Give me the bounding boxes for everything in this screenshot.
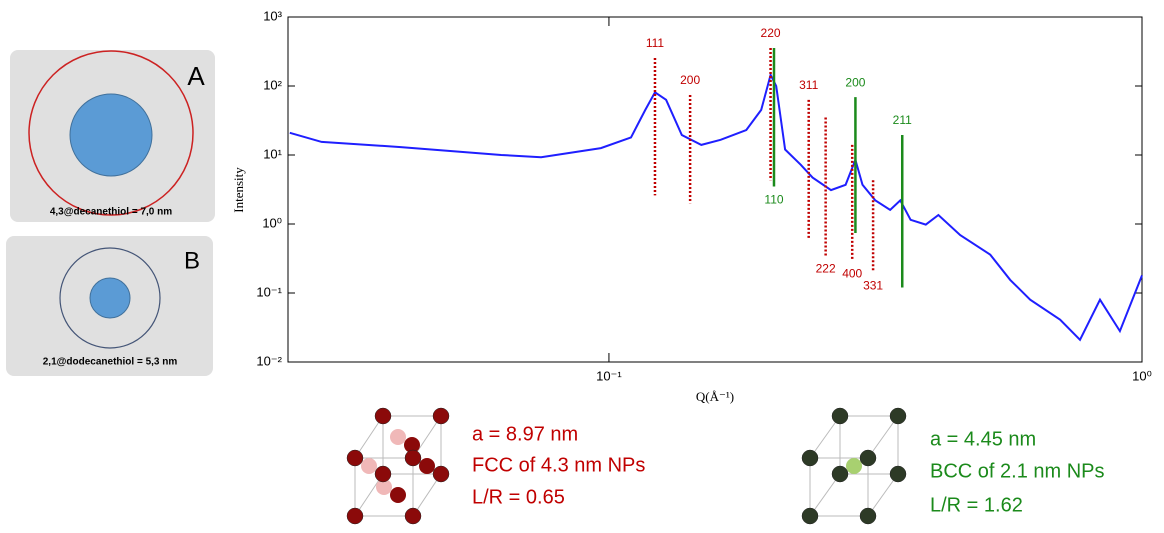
atom — [404, 449, 422, 467]
cube-edge — [412, 473, 442, 517]
reflection-label: 311 — [799, 78, 818, 92]
atom — [390, 429, 406, 445]
atom — [374, 465, 392, 483]
atom — [374, 407, 392, 425]
cube-edge — [867, 473, 899, 517]
y-tick-label: 10³ — [263, 8, 282, 23]
shell — [59, 247, 161, 349]
y-tick-label: 10⁻¹ — [256, 284, 282, 299]
lattice-text: BCC of 2.1 nm NPs — [930, 460, 1105, 482]
lattice-text: L/R = 0.65 — [472, 486, 565, 508]
atom — [859, 507, 877, 525]
atom — [846, 458, 862, 474]
cube-edge — [354, 415, 384, 459]
atom — [831, 465, 849, 483]
reflection-label: 110 — [764, 193, 783, 207]
core — [69, 93, 153, 177]
y-tick-label: 10⁻² — [256, 353, 282, 368]
x-tick-label: 10⁻¹ — [596, 368, 622, 383]
reflection-label: 211 — [893, 113, 912, 127]
y-axis-label: Intensity — [231, 167, 246, 213]
panel-caption: 2,1@dodecanethiol = 5,3 nm — [43, 357, 178, 368]
intensity-curve — [289, 72, 1143, 342]
cube-edge — [867, 415, 899, 459]
lattice-text: a = 4.45 nm — [930, 428, 1036, 450]
plot-frame — [287, 16, 1143, 363]
panel-caption: 4,3@decanethiol = 7,0 nm — [50, 207, 172, 218]
atom — [404, 507, 422, 525]
atom — [346, 449, 364, 467]
atom — [361, 458, 377, 474]
reflection-label: 220 — [761, 26, 781, 40]
atom — [859, 449, 877, 467]
cube-edge — [354, 473, 384, 517]
atom — [432, 465, 450, 483]
atom — [419, 458, 435, 474]
atom — [831, 407, 849, 425]
lattice-drawings — [346, 407, 907, 525]
atom — [432, 407, 450, 425]
reflection-label: 400 — [842, 266, 862, 280]
lattice-text: L/R = 1.62 — [930, 494, 1023, 516]
y-tick-label: 10⁰ — [262, 215, 282, 230]
cube-edge — [412, 415, 442, 459]
y-tick-label: 10² — [263, 77, 282, 92]
reflection-label: 331 — [863, 278, 883, 292]
atom — [390, 487, 406, 503]
shell — [28, 50, 194, 216]
atom — [889, 465, 907, 483]
reflection-label: 222 — [816, 262, 836, 276]
lattice-text: a = 8.97 nm — [472, 423, 578, 445]
atom — [801, 449, 819, 467]
reflection-label: 111 — [646, 36, 665, 50]
atom — [404, 437, 420, 453]
panel-letter: A — [187, 61, 205, 91]
y-tick-label: 10¹ — [263, 146, 282, 161]
atom — [376, 479, 392, 495]
reflection-label: 200 — [680, 73, 700, 87]
core — [89, 277, 131, 319]
atom — [889, 407, 907, 425]
lattice-text: FCC of 4.3 nm NPs — [472, 454, 645, 476]
reflection-label: 200 — [845, 75, 865, 89]
cube-edge — [809, 473, 841, 517]
x-tick-label: 10⁰ — [1132, 368, 1152, 383]
x-axis-label: Q(Å⁻¹) — [696, 389, 734, 404]
atom — [801, 507, 819, 525]
cube-edge — [809, 415, 841, 459]
atom — [346, 507, 364, 525]
panel-letter: B — [184, 247, 200, 274]
